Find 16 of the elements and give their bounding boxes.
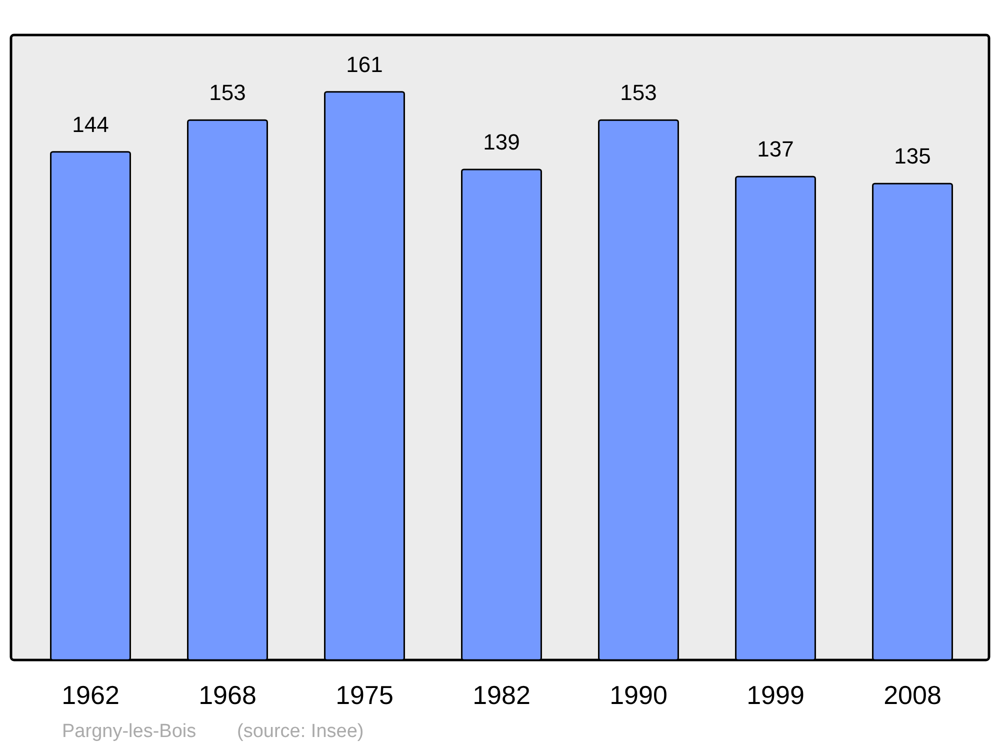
data-label: 139 (483, 130, 520, 155)
data-label: 153 (620, 80, 657, 106)
x-tick-label: 1999 (746, 680, 804, 710)
x-tick-label: 1990 (610, 680, 668, 710)
data-label: 161 (346, 52, 383, 77)
text: (source: Insee) (237, 721, 364, 742)
data-label: 144 (72, 112, 109, 137)
x-tick-label: 1968 (198, 680, 256, 710)
data-label: 153 (209, 80, 246, 106)
x-tick-label: 1975 (336, 680, 394, 710)
x-tick-label: 1982 (472, 680, 530, 710)
x-tick-label: 1962 (62, 680, 120, 710)
data-label: 135 (894, 144, 931, 169)
data-label: 137 (757, 136, 794, 162)
text: Pargny-les-Bois (62, 721, 196, 742)
x-tick-label: 2008 (884, 680, 942, 710)
